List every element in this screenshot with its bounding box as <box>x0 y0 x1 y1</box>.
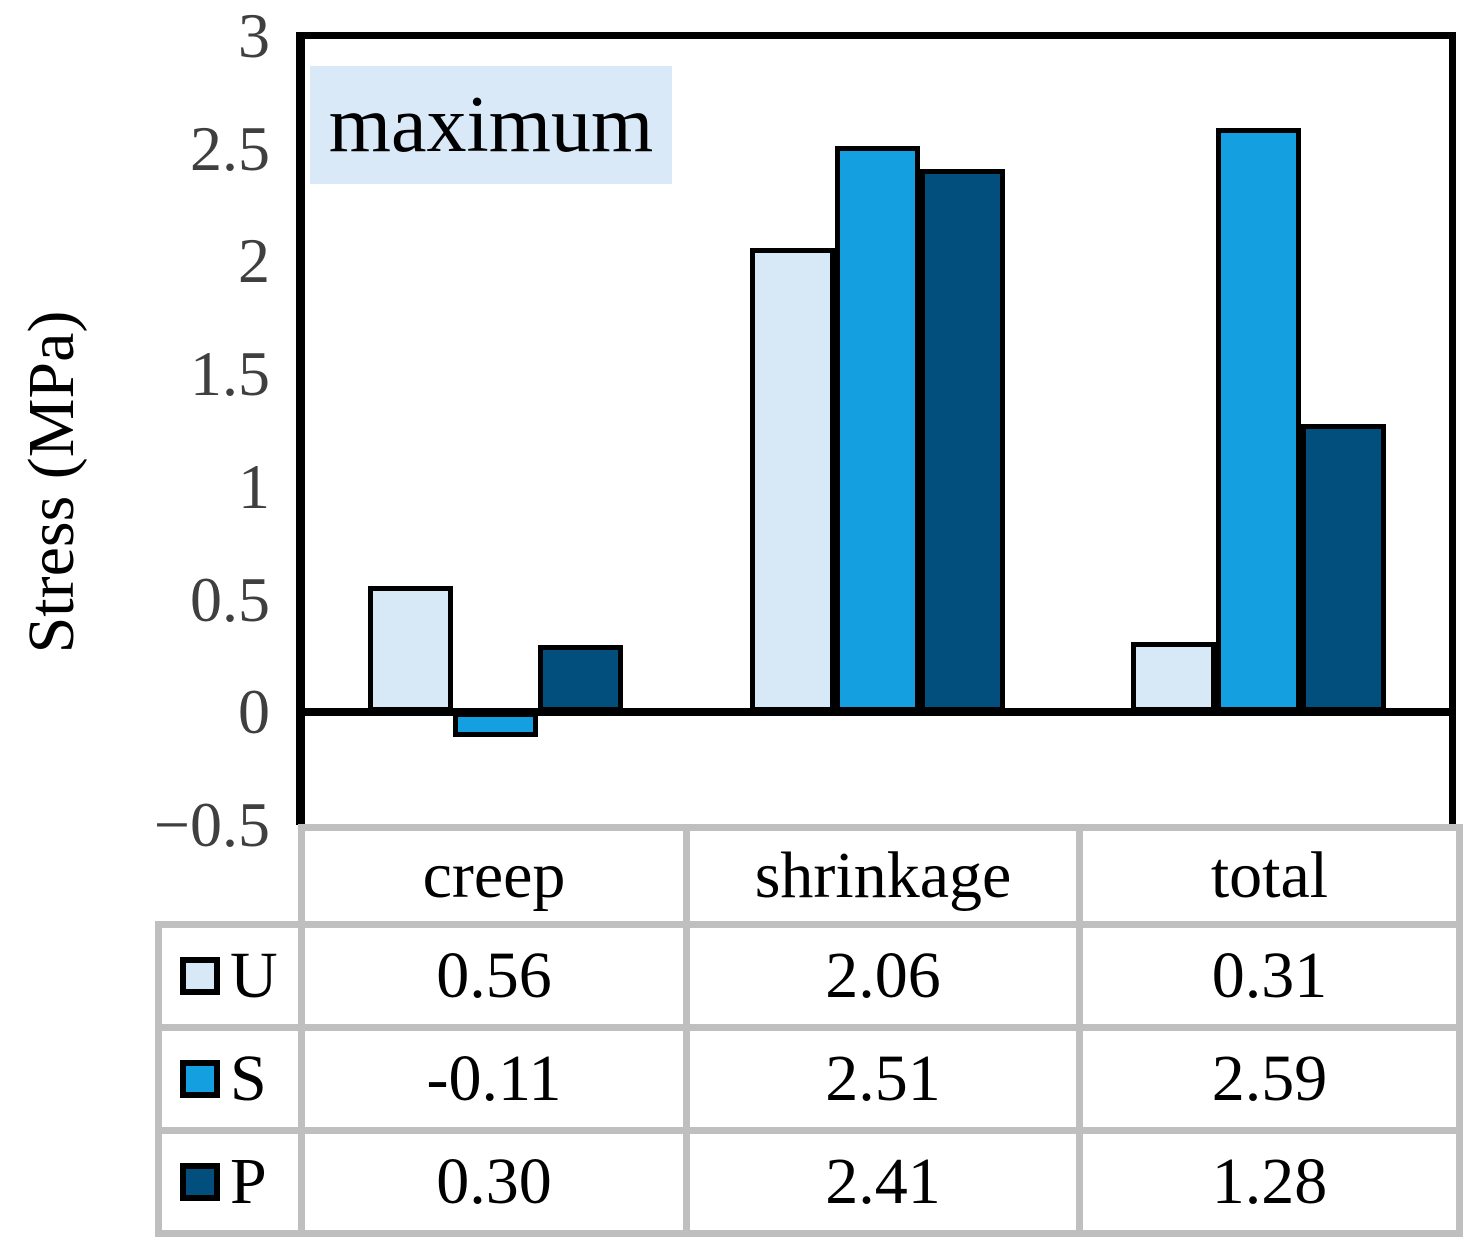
table-header-row: creep shrinkage total <box>159 824 1463 928</box>
y-axis-tick-label: 0 <box>238 676 270 748</box>
y-axis-tick-label: 2 <box>238 225 270 297</box>
bar-U-total <box>1130 642 1216 713</box>
table-row-P: P 0.30 2.41 1.28 <box>155 1127 1463 1237</box>
table-header-shrinkage: shrinkage <box>683 824 1083 928</box>
y-axis-tick-label: 1.5 <box>190 338 270 410</box>
legend-swatch-S-icon <box>180 1060 220 1098</box>
legend-cell-S: S <box>155 1024 305 1134</box>
legend-label-P: P <box>230 1145 267 1218</box>
y-axis-tick-label: 0.5 <box>190 563 270 635</box>
legend-swatch-U-icon <box>180 957 220 995</box>
table-corner-empty-cell <box>159 828 302 925</box>
bar-U-shrinkage <box>749 247 835 713</box>
zero-baseline <box>296 708 1456 717</box>
legend-swatch-P-icon <box>180 1163 220 1201</box>
table-value-cell: 1.28 <box>1076 1127 1463 1237</box>
bar-U-creep <box>368 586 454 713</box>
y-axis-tick-label: −0.5 <box>153 789 270 860</box>
plot-area-frame <box>296 32 1456 825</box>
table-value-cell: 2.51 <box>683 1024 1083 1134</box>
bar-S-total <box>1215 128 1301 713</box>
table-value-cell: -0.11 <box>298 1024 690 1134</box>
table-value-cell: 0.56 <box>298 921 690 1031</box>
y-axis-tick-label: 2.5 <box>190 112 270 184</box>
table-header-creep: creep <box>298 824 690 928</box>
legend-cell-P: P <box>155 1127 305 1237</box>
y-axis-tick-label: 3 <box>238 0 270 71</box>
table-row-U: U 0.56 2.06 0.31 <box>155 921 1463 1031</box>
y-axis-tick-label: 1 <box>238 450 270 522</box>
table-header-total: total <box>1076 824 1463 928</box>
bar-P-creep <box>538 644 624 713</box>
table-value-cell: 0.30 <box>298 1127 690 1237</box>
legend-label-U: U <box>230 939 278 1012</box>
table-value-cell: 0.31 <box>1076 921 1463 1031</box>
table-value-cell: 2.06 <box>683 921 1083 1031</box>
data-table: creep shrinkage total U 0.56 2.06 0.31 S <box>155 824 1463 1237</box>
table-value-cell: 2.59 <box>1076 1024 1463 1134</box>
bar-P-shrinkage <box>919 169 1005 713</box>
legend-label-S: S <box>230 1042 267 1115</box>
annotation-maximum-label: maximum <box>310 66 672 184</box>
table-value-cell: 2.41 <box>683 1127 1083 1237</box>
bar-P-total <box>1300 423 1386 713</box>
legend-cell-U: U <box>155 921 305 1031</box>
table-row-S: S -0.11 2.51 2.59 <box>155 1024 1463 1134</box>
bar-S-shrinkage <box>834 146 920 713</box>
